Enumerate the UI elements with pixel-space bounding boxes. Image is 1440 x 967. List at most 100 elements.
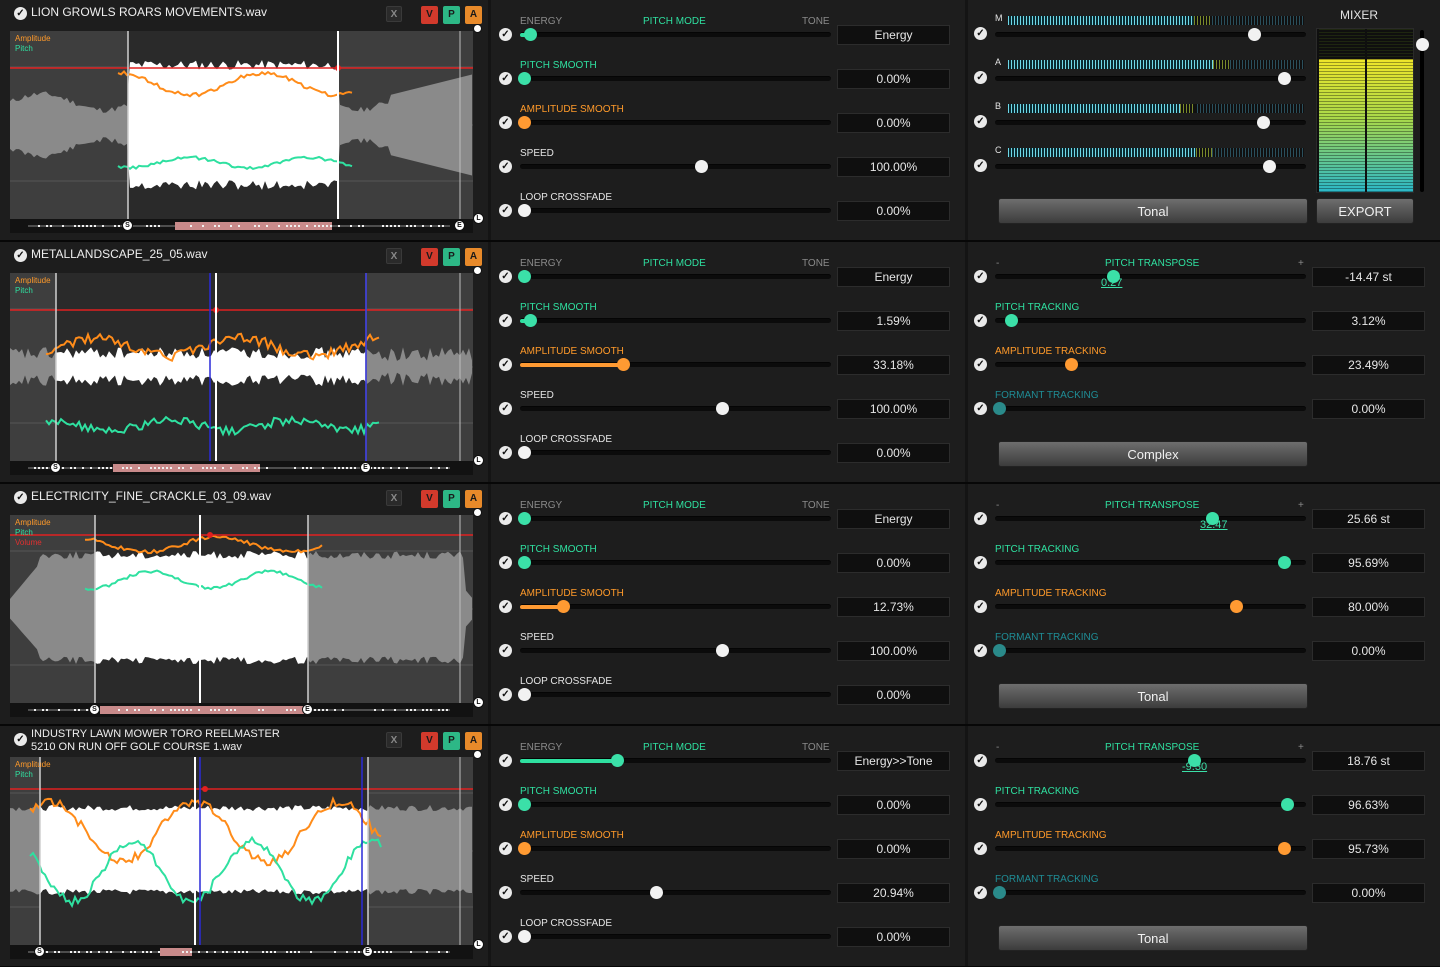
pitch-mode-value[interactable]: Energy <box>837 267 950 287</box>
start-marker[interactable]: S <box>122 220 133 231</box>
slider-knob[interactable] <box>1188 754 1201 767</box>
formant-tracking-slider[interactable] <box>993 886 1306 899</box>
pitch-transpose-value[interactable]: 18.76 st <box>1312 751 1425 771</box>
pitch-smooth-enable-toggle[interactable]: ✓ <box>499 72 512 85</box>
end-marker[interactable]: E <box>360 462 371 473</box>
pitch-smooth-slider[interactable] <box>520 314 831 327</box>
pitch-mode-slider[interactable] <box>520 28 831 41</box>
pitch-mode-enable-toggle[interactable]: ✓ <box>499 754 512 767</box>
amplitude-tracking-value[interactable]: 23.49% <box>1312 355 1425 375</box>
layer-enable-toggle[interactable]: ✓ <box>14 733 27 746</box>
slider-knob[interactable] <box>1005 314 1018 327</box>
slider-knob[interactable] <box>518 204 531 217</box>
start-marker[interactable]: S <box>50 462 61 473</box>
amplitude-toggle-button[interactable]: A <box>465 490 482 508</box>
amplitude-smooth-enable-toggle[interactable]: ✓ <box>499 358 512 371</box>
slider-knob[interactable] <box>1230 600 1243 613</box>
pitch-transpose-slider[interactable] <box>995 754 1306 767</box>
speed-value[interactable]: 100.00% <box>837 399 950 419</box>
mode-button[interactable]: Complex <box>998 441 1308 467</box>
slider-knob[interactable] <box>1278 842 1291 855</box>
slider-knob[interactable] <box>1206 512 1219 525</box>
slider-knob[interactable] <box>518 556 531 569</box>
channel-enable-toggle[interactable]: ✓ <box>974 27 987 40</box>
remove-layer-button[interactable]: X <box>386 6 402 22</box>
loop-crossfade-enable-toggle[interactable]: ✓ <box>499 930 512 943</box>
pitch-tracking-slider[interactable] <box>995 556 1306 569</box>
layer-enable-toggle[interactable]: ✓ <box>14 249 27 262</box>
pitch-mode-value[interactable]: Energy>>Tone <box>837 751 950 771</box>
speed-enable-toggle[interactable]: ✓ <box>499 644 512 657</box>
channel-volume-slider[interactable] <box>995 160 1306 173</box>
slider-knob[interactable] <box>524 314 537 327</box>
remove-layer-button[interactable]: X <box>386 248 402 264</box>
waveform-display[interactable]: Amplitude Pitch <box>10 31 473 219</box>
loop-crossfade-value[interactable]: 0.00% <box>837 927 950 947</box>
pitch-transpose-enable-toggle[interactable]: ✓ <box>974 270 987 283</box>
pitch-mode-value[interactable]: Energy <box>837 25 950 45</box>
channel-volume-slider[interactable] <box>995 28 1306 41</box>
formant-tracking-value[interactable]: 0.00% <box>1312 883 1425 903</box>
loop-crossfade-value[interactable]: 0.00% <box>837 201 950 221</box>
speed-slider[interactable] <box>520 402 831 415</box>
speed-value[interactable]: 20.94% <box>837 883 950 903</box>
amplitude-tracking-enable-toggle[interactable]: ✓ <box>974 842 987 855</box>
end-marker[interactable]: E <box>302 704 313 715</box>
layer-enable-toggle[interactable]: ✓ <box>14 7 27 20</box>
pitch-smooth-enable-toggle[interactable]: ✓ <box>499 314 512 327</box>
pitch-smooth-enable-toggle[interactable]: ✓ <box>499 556 512 569</box>
pitch-transpose-enable-toggle[interactable]: ✓ <box>974 754 987 767</box>
slider-knob[interactable] <box>695 160 708 173</box>
slider-knob[interactable] <box>557 600 570 613</box>
pitch-tracking-enable-toggle[interactable]: ✓ <box>974 798 987 811</box>
waveform-display[interactable]: Amplitude Pitch <box>10 757 473 945</box>
slider-knob[interactable] <box>1278 556 1291 569</box>
pitch-smooth-value[interactable]: 1.59% <box>837 311 950 331</box>
pitch-tracking-slider[interactable] <box>995 798 1306 811</box>
amplitude-smooth-enable-toggle[interactable]: ✓ <box>499 842 512 855</box>
pitch-tracking-slider[interactable] <box>995 314 1306 327</box>
amplitude-tracking-value[interactable]: 80.00% <box>1312 597 1425 617</box>
pitch-transpose-slider[interactable] <box>995 512 1306 525</box>
amplitude-tracking-slider[interactable] <box>995 842 1306 855</box>
pitch-transpose-value[interactable]: 25.66 st <box>1312 509 1425 529</box>
mode-button[interactable]: Tonal <box>998 683 1308 709</box>
amplitude-smooth-slider[interactable] <box>518 842 831 855</box>
pitch-transpose-value[interactable]: -14.47 st <box>1312 267 1425 287</box>
slider-knob[interactable] <box>1257 116 1270 129</box>
pitch-smooth-slider[interactable] <box>518 556 831 569</box>
loop-crossfade-value[interactable]: 0.00% <box>837 443 950 463</box>
amplitude-smooth-value[interactable]: 33.18% <box>837 355 950 375</box>
slider-knob[interactable] <box>518 270 531 283</box>
pitch-mode-enable-toggle[interactable]: ✓ <box>499 270 512 283</box>
slider-knob[interactable] <box>716 644 729 657</box>
master-volume-slider[interactable] <box>1416 30 1429 192</box>
slider-knob[interactable] <box>1065 358 1078 371</box>
slider-knob[interactable] <box>518 116 531 129</box>
amplitude-smooth-slider[interactable] <box>518 116 831 129</box>
slider-knob[interactable] <box>993 402 1006 415</box>
amplitude-smooth-slider[interactable] <box>520 358 831 371</box>
slider-knob[interactable] <box>518 72 531 85</box>
mode-button[interactable]: Tonal <box>998 198 1308 224</box>
start-marker[interactable]: S <box>34 946 45 957</box>
formant-tracking-enable-toggle[interactable]: ✓ <box>974 886 987 899</box>
remove-layer-button[interactable]: X <box>386 732 402 748</box>
loop-crossfade-enable-toggle[interactable]: ✓ <box>499 204 512 217</box>
layer-enable-toggle[interactable]: ✓ <box>14 491 27 504</box>
speed-enable-toggle[interactable]: ✓ <box>499 160 512 173</box>
slider-knob[interactable] <box>518 842 531 855</box>
export-button[interactable]: EXPORT <box>1316 198 1414 224</box>
slider-knob[interactable] <box>518 798 531 811</box>
slider-knob[interactable] <box>1263 160 1276 173</box>
slider-knob[interactable] <box>650 886 663 899</box>
pitch-toggle-button[interactable]: P <box>443 490 460 508</box>
amplitude-toggle-button[interactable]: A <box>465 6 482 24</box>
slider-knob[interactable] <box>518 512 531 525</box>
pitch-tracking-value[interactable]: 95.69% <box>1312 553 1425 573</box>
amplitude-smooth-value[interactable]: 0.00% <box>837 113 950 133</box>
slider-knob[interactable] <box>518 688 531 701</box>
volume-toggle-button[interactable]: V <box>421 732 438 750</box>
